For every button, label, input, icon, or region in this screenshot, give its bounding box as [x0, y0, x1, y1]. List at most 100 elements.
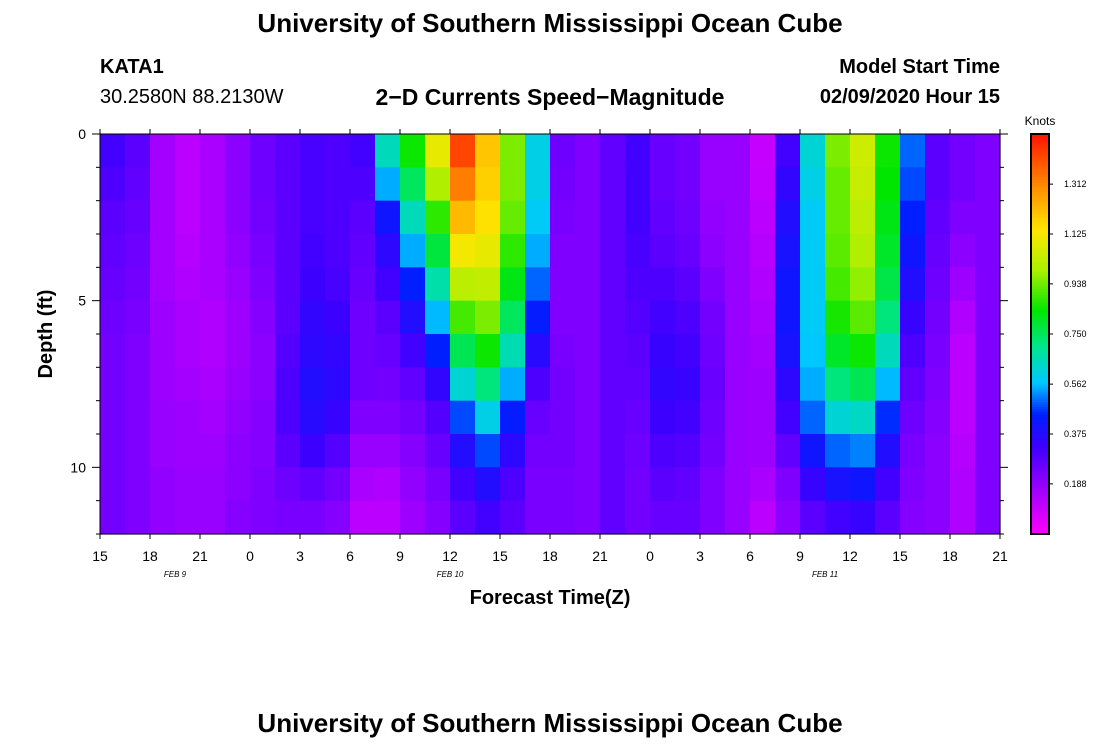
- heatmap-cell: [650, 234, 676, 268]
- heatmap-cell: [700, 467, 726, 502]
- heatmap-cell: [500, 200, 526, 235]
- heatmap-cell: [475, 334, 501, 368]
- heatmap-cell: [100, 467, 126, 502]
- colorbar-step: [1031, 206, 1049, 210]
- colorbar-step: [1031, 431, 1049, 435]
- heatmap-cell: [725, 400, 751, 435]
- heatmap-cell: [175, 400, 201, 435]
- heatmap-cell: [800, 400, 826, 435]
- colorbar-step: [1031, 464, 1049, 468]
- heatmap-cell: [300, 134, 326, 168]
- heatmap-cell: [750, 234, 776, 268]
- heatmap-cell: [750, 167, 776, 202]
- heatmap-cell: [200, 234, 226, 268]
- heatmap-cell: [650, 434, 676, 468]
- heatmap-cell: [625, 367, 651, 402]
- heatmap-cell: [150, 434, 176, 468]
- heatmap-cell: [275, 200, 301, 235]
- heatmap-cell: [400, 300, 426, 335]
- heatmap-cell: [400, 400, 426, 435]
- heatmap-cell: [950, 267, 976, 302]
- heatmap-cell: [900, 167, 926, 202]
- colorbar-step: [1031, 426, 1049, 430]
- heatmap-cell: [250, 267, 276, 302]
- heatmap-cell: [475, 267, 501, 302]
- heatmap-cell: [475, 300, 501, 335]
- heatmap-cell: [550, 234, 576, 268]
- plot-title: 2−D Currents Speed−Magnitude: [375, 84, 725, 110]
- heatmap-cell: [650, 134, 676, 168]
- colorbar-step: [1031, 486, 1049, 490]
- heatmap-cell: [350, 467, 376, 502]
- heatmap-cell: [150, 234, 176, 268]
- colorbar-step: [1031, 291, 1049, 295]
- colorbar-step: [1031, 286, 1049, 290]
- heatmap-cell: [125, 367, 151, 402]
- heatmap-cell: [975, 234, 1001, 268]
- heatmap-cell: [125, 434, 151, 468]
- heatmap-cell: [300, 467, 326, 502]
- colorbar-step: [1031, 406, 1049, 410]
- colorbar-step: [1031, 266, 1049, 270]
- heatmap-cell: [800, 134, 826, 168]
- heatmap-cell: [175, 300, 201, 335]
- heatmap-cell: [725, 500, 751, 535]
- y-tick-label: 10: [70, 459, 86, 475]
- x-tick-label: 21: [992, 548, 1008, 564]
- heatmap-cell: [100, 134, 126, 168]
- heatmap-cell: [600, 167, 626, 202]
- colorbar-tick-label: 0.938: [1064, 279, 1087, 289]
- heatmap-cell: [550, 167, 576, 202]
- date-label: FEB 9: [164, 570, 187, 579]
- heatmap-cell: [200, 467, 226, 502]
- heatmap-cell: [800, 267, 826, 302]
- heatmap-cell: [450, 334, 476, 368]
- heatmap-cell: [425, 134, 451, 168]
- heatmap-cell: [825, 267, 851, 302]
- colorbar-tick-label: 0.750: [1064, 329, 1087, 339]
- colorbar-step: [1031, 364, 1049, 368]
- colorbar-step: [1031, 374, 1049, 378]
- heatmap-cell: [700, 134, 726, 168]
- heatmap-cell: [975, 434, 1001, 468]
- colorbar-step: [1031, 216, 1049, 220]
- heatmap-cell: [625, 267, 651, 302]
- heatmap-cell: [775, 500, 801, 535]
- date-label: FEB 11: [812, 570, 838, 579]
- model-start-label: Model Start Time: [839, 56, 1000, 78]
- colorbar-step: [1031, 204, 1049, 208]
- heatmap-cell: [475, 434, 501, 468]
- heatmap-cell: [675, 300, 701, 335]
- x-tick-label: 15: [92, 548, 108, 564]
- heatmap-cell: [125, 267, 151, 302]
- colorbar-step: [1031, 334, 1049, 338]
- model-start-value: 02/09/2020 Hour 15: [819, 86, 1000, 108]
- heatmap-cell: [575, 300, 601, 335]
- heatmap-cell: [950, 467, 976, 502]
- colorbar-step: [1031, 526, 1049, 530]
- heatmap-cell: [875, 400, 901, 435]
- heatmap-cell: [225, 167, 251, 202]
- colorbar-step: [1031, 191, 1049, 195]
- heatmap-cell: [525, 367, 551, 402]
- heatmap-cell: [250, 467, 276, 502]
- heatmap-cell: [325, 467, 351, 502]
- heatmap-cell: [650, 467, 676, 502]
- colorbar-step: [1031, 184, 1049, 188]
- heatmap-cell: [100, 300, 126, 335]
- heatmap-cell: [350, 267, 376, 302]
- heatmap-cell: [800, 234, 826, 268]
- footer-title: University of Southern Mississippi Ocean…: [257, 708, 843, 738]
- heatmap-cell: [600, 234, 626, 268]
- heatmap-cell: [225, 267, 251, 302]
- heatmap-cell: [300, 434, 326, 468]
- heatmap-cell: [925, 300, 951, 335]
- colorbar-step: [1031, 336, 1049, 340]
- heatmap-cell: [250, 500, 276, 535]
- heatmap-cell: [100, 200, 126, 235]
- heatmap-cell: [375, 334, 401, 368]
- heatmap-cell: [125, 334, 151, 368]
- heatmap-cell: [675, 200, 701, 235]
- colorbar-step: [1031, 221, 1049, 225]
